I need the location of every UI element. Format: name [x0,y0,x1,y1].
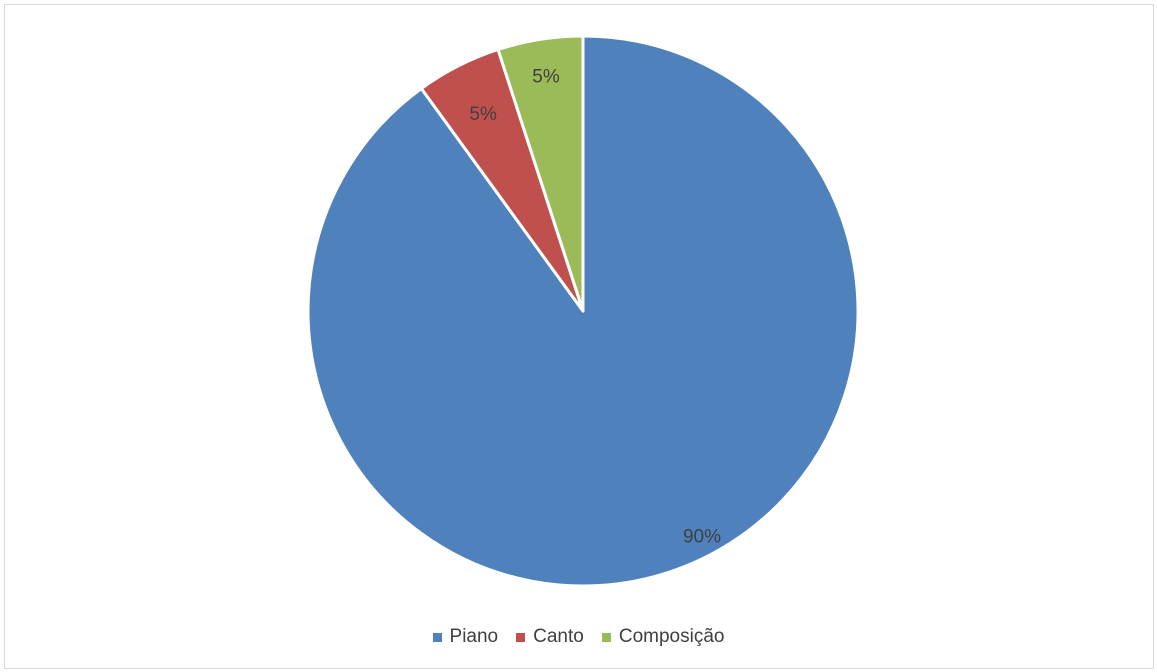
data-label-piano: 90% [683,526,721,547]
legend-item-piano: Piano [432,626,499,648]
legend-item-canto: Canto [516,626,584,648]
data-label-composicao: 5% [532,66,560,87]
legend-label-canto: Canto [533,626,584,647]
legend-swatch-composicao [601,632,611,642]
pie-data-labels: 90% 5% 5% [469,66,721,547]
pie-slice-composicao [496,34,585,313]
legend-item-composicao: Composição [601,626,725,648]
legend: Piano Canto Composição [0,624,1157,650]
legend-swatch-piano [432,632,442,642]
data-label-canto: 5% [469,104,497,125]
legend-label-piano: Piano [449,626,499,647]
pie-slices [306,34,860,588]
legend-swatch-canto [516,632,526,642]
legend-label-composicao: Composição [618,626,725,647]
